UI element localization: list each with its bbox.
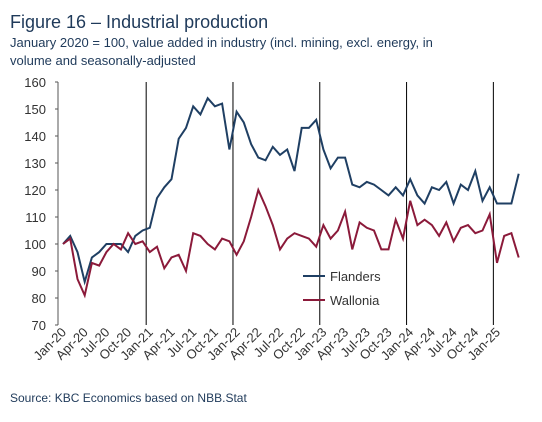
series-line — [62, 187, 520, 299]
y-tick-label: 110 — [25, 210, 46, 225]
y-tick-label: 90 — [32, 264, 46, 279]
series-line — [62, 96, 520, 286]
y-tick-label: 160 — [24, 75, 46, 90]
y-tick-label: 140 — [24, 129, 46, 144]
chart-subtitle: volume and seasonally-adjusted — [10, 53, 196, 68]
legend-label: Flanders — [330, 269, 381, 284]
chart-subtitle: January 2020 = 100, value added in indus… — [10, 35, 433, 50]
y-tick-label: 80 — [32, 291, 46, 306]
chart-title: Figure 16 – Industrial production — [10, 12, 268, 32]
y-tick-label: 130 — [24, 156, 46, 171]
source-note: Source: KBC Economics based on NBB.Stat — [10, 391, 247, 405]
y-tick-label: 150 — [24, 102, 46, 117]
y-tick-label: 120 — [24, 183, 46, 198]
legend-label: Wallonia — [330, 293, 380, 308]
y-tick-label: 100 — [24, 237, 46, 252]
y-tick-label: 70 — [32, 318, 46, 333]
